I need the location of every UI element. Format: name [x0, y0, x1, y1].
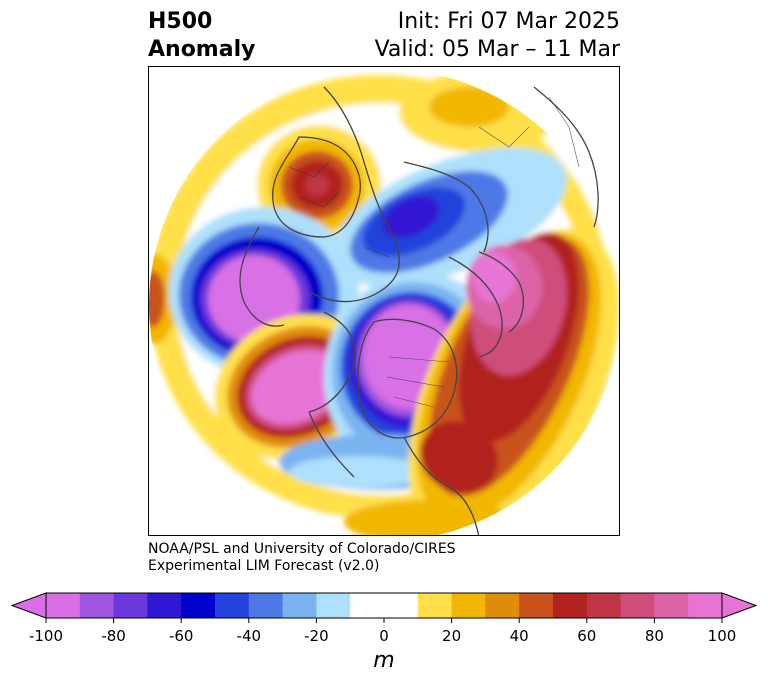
- border-1: [288, 161, 330, 178]
- coastline-central-america: [403, 436, 480, 535]
- northeast-positive-core: [429, 87, 509, 127]
- colorbar-segment: [384, 593, 419, 618]
- colorbar-tick-label: -40: [236, 627, 262, 645]
- border-2: [298, 191, 340, 208]
- colorbar-segment: [215, 593, 250, 618]
- border-6: [548, 96, 580, 168]
- coastline-africa: [239, 226, 285, 327]
- coastline-siberia: [403, 161, 489, 253]
- colorbar-tick-label: 100: [707, 627, 737, 645]
- coastline-asia: [308, 226, 400, 303]
- coastline-arctic: [448, 256, 503, 358]
- colorbar-segment: [485, 593, 520, 618]
- coastline-scandinavia: [323, 86, 390, 228]
- colorbar-segment: [586, 593, 622, 618]
- valid-range: Valid: 05 Mar – 11 Mar: [374, 37, 620, 62]
- east-ridge-max: [472, 251, 516, 303]
- credit-line-1: NOAA/PSL and University of Colorado/CIRE…: [148, 541, 456, 557]
- colorbar-segment: [417, 593, 453, 618]
- colorbar-tick-label: 20: [442, 627, 462, 645]
- north-negative-core: [382, 196, 440, 238]
- colorbar-segment: [350, 593, 385, 618]
- colorbar-segment: [248, 593, 284, 618]
- coastline-north-america: [357, 318, 458, 439]
- colorbar-segment: [147, 593, 182, 618]
- colorbar-segment: [316, 593, 351, 618]
- colorbar-over-arrow: [721, 592, 758, 619]
- border-3: [388, 356, 450, 363]
- colorbar-segment: [282, 593, 317, 618]
- colorbar-tick-label: 60: [577, 627, 597, 645]
- anomaly-map: [148, 66, 620, 536]
- credit-line-2: Experimental LIM Forecast (v2.0): [148, 558, 380, 574]
- colorbar-segment: [654, 593, 689, 618]
- southwest-positive-peak: [251, 350, 343, 424]
- border-7: [478, 126, 530, 148]
- anomaly-field: [149, 72, 619, 535]
- colorbar-tick-label: 0: [379, 627, 389, 645]
- colorbar-segment: [113, 593, 148, 618]
- colorbar-tick-label: -60: [168, 627, 194, 645]
- coastline-europe: [272, 136, 361, 238]
- map-title: H500 Anomaly: [148, 8, 255, 64]
- colorbar-segment: [46, 593, 81, 618]
- colorbar-tick-label: 80: [644, 627, 664, 645]
- init-date: Init: Fri 07 Mar 2025: [397, 9, 620, 34]
- colorbar-segment: [181, 593, 216, 618]
- colorbar-tick-label: -100: [28, 627, 64, 645]
- coastline-greenland: [478, 251, 524, 333]
- southeast-positive: [420, 420, 498, 494]
- colorbar-tick-label: -20: [304, 627, 329, 645]
- colorbar-svg: [10, 592, 758, 623]
- border-4: [386, 376, 445, 388]
- colorbar-segment: [688, 593, 723, 618]
- colorbar: [0, 586, 768, 626]
- colorbar-segment: [620, 593, 655, 618]
- anomaly-map-svg: [149, 72, 619, 535]
- colorbar-segment: [519, 593, 554, 618]
- political-borders: [288, 96, 580, 408]
- colorbar-tick-label: 40: [509, 627, 529, 645]
- south-negative-band-light: [289, 456, 429, 488]
- credit-text: NOAA/PSL and University of Colorado/CIRE…: [148, 541, 456, 575]
- title-variable: H500: [148, 9, 213, 34]
- north-positive-peak: [305, 174, 329, 196]
- colorbar-units: m: [373, 648, 395, 673]
- colorbar-under-arrow: [10, 592, 47, 619]
- colorbar-ticks: -100 -80 -60 -40 -20 0 20 40 60 80 100: [0, 627, 768, 649]
- colorbar-segment: [451, 593, 486, 618]
- coastline-south-america: [308, 411, 355, 478]
- colorbar-segment: [79, 593, 115, 618]
- west-edge-positive-core: [149, 271, 165, 327]
- border-8: [363, 246, 390, 258]
- colorbar-tick-label: -80: [101, 627, 126, 645]
- forecast-dates: Init: Fri 07 Mar 2025 Valid: 05 Mar – 11…: [375, 8, 620, 64]
- title-kind: Anomaly: [148, 37, 256, 62]
- colorbar-segment: [553, 593, 588, 618]
- border-5: [393, 396, 435, 408]
- coastline-east-asia: [308, 311, 356, 413]
